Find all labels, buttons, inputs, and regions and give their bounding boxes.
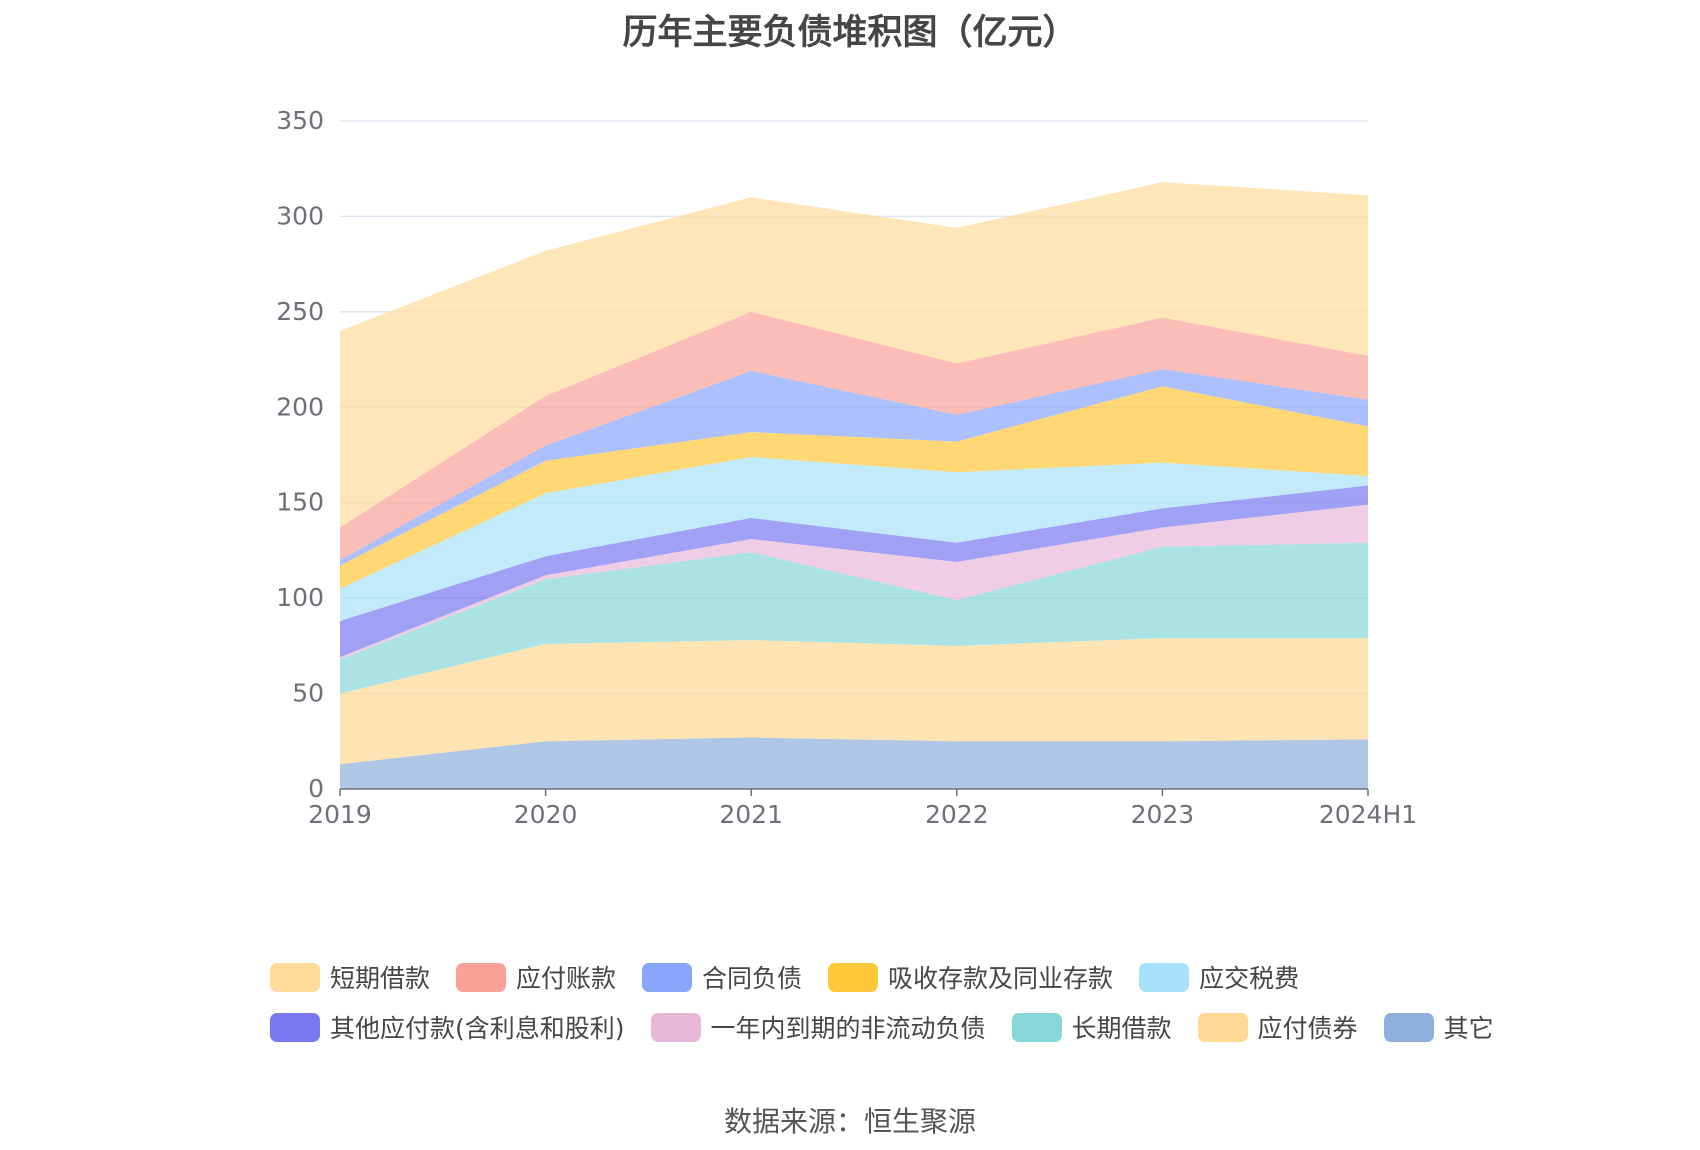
- y-tick-label: 350: [276, 106, 324, 135]
- legend-label: 其它: [1443, 1014, 1494, 1043]
- y-tick-label: 150: [276, 488, 324, 517]
- chart-title: 历年主要负债堆积图（亿元）: [622, 13, 1078, 53]
- area-series-7: [340, 369, 1368, 566]
- area-series-6: [340, 386, 1368, 589]
- area-series-2: [340, 542, 1368, 694]
- legend-row: 短期借款 应付账款 合同负债 吸收存款及同业存款 应交税费: [270, 952, 1490, 1002]
- legend-item[interactable]: 吸收存款及同业存款: [828, 959, 1113, 995]
- legend-swatch: [270, 1012, 320, 1042]
- legend-item[interactable]: 长期借款: [1011, 1009, 1172, 1045]
- legend-row: 其他应付款(含利息和股利) 一年内到期的非流动负债 长期借款 应付债券 其它: [270, 1002, 1494, 1052]
- legend-item[interactable]: 其它: [1383, 1009, 1494, 1045]
- legend-item[interactable]: 一年内到期的非流动负债: [650, 1009, 986, 1045]
- legend-label: 应交税费: [1199, 964, 1300, 993]
- legend-label: 应付债券: [1257, 1014, 1358, 1043]
- legend-swatch: [1383, 1012, 1434, 1042]
- legend-label: 吸收存款及同业存款: [888, 964, 1114, 993]
- legend-label: 其他应付款(含利息和股利): [330, 1014, 625, 1043]
- area-series-9: [340, 182, 1368, 528]
- area-series-1: [340, 638, 1368, 765]
- legend-item[interactable]: 短期借款: [270, 959, 430, 995]
- area-series: [340, 182, 1368, 789]
- area-series-5: [340, 456, 1368, 621]
- legend-item[interactable]: 合同负债: [642, 959, 802, 995]
- y-tick-label: 200: [276, 392, 324, 421]
- area-series-0: [340, 737, 1368, 789]
- legend: 短期借款 应付账款 合同负债 吸收存款及同业存款 应交税费其他应付款(含利息和股利) 一年…: [270, 952, 1494, 1052]
- legend-swatch: [1011, 1012, 1062, 1042]
- axes: 0 50 100 150 200 250 300 350 2019 2020 2021 2022 202…: [276, 106, 1417, 829]
- area-series-4: [340, 485, 1368, 658]
- x-tick-label: 2019: [308, 800, 372, 829]
- legend-item[interactable]: 应交税费: [1139, 959, 1299, 995]
- legend-item[interactable]: 其他应付款(含利息和股利): [270, 1009, 625, 1045]
- y-tick-label: 300: [276, 201, 324, 230]
- y-tick-label: 0: [308, 774, 324, 803]
- legend-item[interactable]: 应付账款: [456, 959, 616, 995]
- legend-label: 应付账款: [516, 964, 617, 993]
- x-tick-label: 2021: [719, 800, 783, 829]
- area-series-8: [340, 311, 1368, 560]
- legend-swatch: [642, 962, 693, 992]
- legend-swatch: [1197, 1012, 1248, 1042]
- x-tick-label: 2022: [925, 800, 989, 829]
- legend-label: 长期借款: [1071, 1014, 1172, 1043]
- legend-label: 短期借款: [330, 964, 431, 993]
- legend-label: 合同负债: [702, 964, 803, 993]
- stacked-area-chart: 0 50 100 150 200 250 300 350 2019 2020 2021 2022 202…: [276, 106, 1417, 829]
- y-tick-label: 100: [276, 583, 324, 612]
- legend-swatch: [270, 962, 320, 992]
- legend-label: 一年内到期的非流动负债: [710, 1014, 986, 1043]
- x-tick-label: 2023: [1131, 800, 1195, 829]
- y-tick-label: 250: [276, 297, 324, 326]
- x-tick-label: 2020: [514, 800, 578, 829]
- legend-item[interactable]: 应付债券: [1197, 1009, 1358, 1045]
- area-series-3: [340, 504, 1368, 660]
- legend-swatch: [456, 962, 507, 992]
- legend-swatch: [650, 1012, 701, 1042]
- data-source-note: 数据来源：恒生聚源: [723, 1105, 976, 1138]
- y-tick-label: 50: [292, 679, 324, 708]
- legend-swatch: [1139, 962, 1190, 992]
- x-tick-label: 2024H1: [1319, 800, 1417, 829]
- legend-swatch: [828, 962, 879, 992]
